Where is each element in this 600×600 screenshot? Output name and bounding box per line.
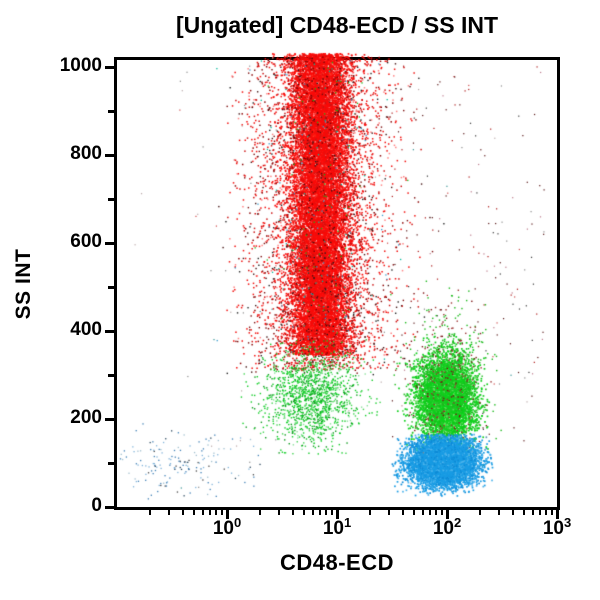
x-tick-exponent: 1 — [343, 515, 352, 530]
x-minor-tick — [479, 510, 482, 515]
y-major-tick — [105, 505, 114, 509]
y-minor-tick — [108, 110, 114, 113]
scatter-dots-canvas — [117, 52, 557, 507]
x-minor-tick — [522, 510, 525, 515]
x-minor-tick — [550, 510, 553, 515]
x-minor-tick — [220, 510, 223, 515]
x-minor-tick — [512, 510, 515, 515]
x-minor-tick — [168, 510, 171, 515]
x-minor-tick — [545, 510, 548, 515]
y-minor-tick — [108, 198, 114, 201]
x-tick-base: 10 — [432, 518, 454, 539]
x-tick-label: 101 — [307, 515, 367, 540]
y-tick-label: 1000 — [59, 55, 102, 77]
x-minor-tick — [440, 510, 443, 515]
x-minor-tick — [402, 510, 405, 515]
x-tick-exponent: 3 — [563, 515, 572, 530]
x-major-tick — [555, 510, 559, 519]
x-minor-tick — [435, 510, 438, 515]
y-major-tick — [105, 417, 114, 421]
y-major-tick — [105, 241, 114, 245]
x-tick-base: 10 — [322, 518, 344, 539]
y-axis-label: SS INT — [12, 248, 35, 320]
x-tick-exponent: 2 — [453, 515, 462, 530]
y-tick-label: 800 — [70, 143, 102, 165]
x-minor-tick — [311, 510, 314, 515]
x-tick-label: 103 — [527, 515, 587, 540]
x-major-tick — [225, 510, 229, 519]
x-tick-label: 100 — [197, 515, 257, 540]
y-tick-label: 0 — [91, 495, 102, 517]
x-tick-exponent: 0 — [233, 515, 242, 530]
x-axis-label: CD48-ECD — [279, 550, 395, 575]
x-minor-tick — [531, 510, 534, 515]
x-minor-tick — [318, 510, 321, 515]
x-minor-tick — [325, 510, 328, 515]
x-minor-tick — [201, 510, 204, 515]
y-major-tick — [105, 329, 114, 333]
y-minor-tick — [108, 286, 114, 289]
plot-title: [Ungated] CD48-ECD / SS INT — [175, 12, 499, 38]
x-tick-base: 10 — [212, 518, 234, 539]
x-minor-tick — [278, 510, 281, 515]
y-minor-tick — [108, 374, 114, 377]
x-major-tick — [445, 510, 449, 519]
x-minor-tick — [149, 510, 152, 515]
x-minor-tick — [302, 510, 305, 515]
x-minor-tick — [215, 510, 218, 515]
x-tick-base: 10 — [542, 518, 564, 539]
y-major-tick — [105, 65, 114, 69]
y-tick-label: 600 — [70, 231, 102, 253]
x-minor-tick — [259, 510, 262, 515]
x-minor-tick — [192, 510, 195, 515]
x-minor-tick — [421, 510, 424, 515]
x-minor-tick — [292, 510, 295, 515]
y-major-tick — [105, 153, 114, 157]
x-minor-tick — [388, 510, 391, 515]
y-minor-tick — [108, 462, 114, 465]
x-major-tick — [335, 510, 339, 519]
y-tick-label: 400 — [70, 319, 102, 341]
x-minor-tick — [412, 510, 415, 515]
x-minor-tick — [182, 510, 185, 515]
x-minor-tick — [208, 510, 211, 515]
y-tick-label: 200 — [70, 407, 102, 429]
x-minor-tick — [498, 510, 501, 515]
x-minor-tick — [428, 510, 431, 515]
x-tick-label: 102 — [417, 515, 477, 540]
x-minor-tick — [369, 510, 372, 515]
x-minor-tick — [538, 510, 541, 515]
x-minor-tick — [330, 510, 333, 515]
